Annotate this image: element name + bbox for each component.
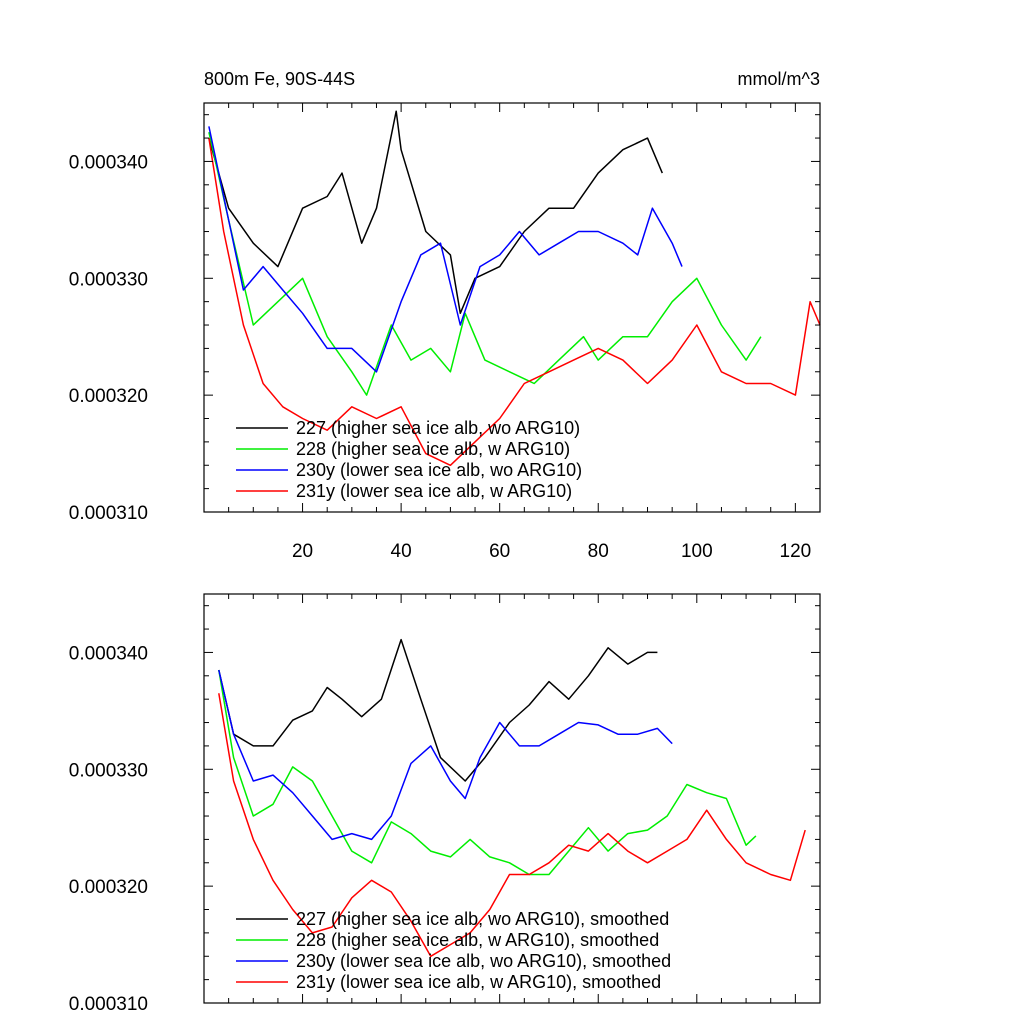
- legend-label-227-smoothed: 227 (higher sea ice alb, wo ARG10), smoo…: [296, 909, 669, 929]
- y-tick-label: 0.000340: [69, 152, 148, 173]
- series-line-1-3: [218, 693, 806, 958]
- plot-frame: [203, 593, 821, 1004]
- y-tick-label: 0.000330: [69, 760, 148, 781]
- x-tick-label: 60: [489, 541, 510, 562]
- chart-panel-top: 800m Fe, 90S-44S mmol/m^3 20 40 60 80 100 120…: [69, 69, 821, 562]
- y-tick-label: 0.000310: [69, 994, 148, 1015]
- x-tick-label: 80: [588, 541, 609, 562]
- series-line-0-1: [208, 132, 762, 396]
- series-line-1-0: [218, 638, 658, 782]
- y-tick-label: 0.000320: [69, 877, 148, 898]
- legend-label-227: 227 (higher sea ice alb, wo ARG10): [296, 418, 580, 438]
- bottom-panel-marks: 0.000310 0.000320 0.000330 0.000340: [69, 593, 821, 1015]
- legend-label-231y-smoothed: 231y (lower sea ice alb, w ARG10), smoot…: [296, 972, 661, 992]
- series-line-1-1: [218, 669, 757, 876]
- bottom-panel-legend: 227 (higher sea ice alb, wo ARG10), smoo…: [236, 909, 671, 992]
- top-panel-marks: 20 40 60 80 100 120 0.000310 0.000320 0.000330 0.…: [69, 102, 821, 562]
- y-tick-label: 0.000340: [69, 643, 148, 664]
- series-line-0-0: [208, 110, 663, 315]
- chart-panel-bottom: 0.000310 0.000320 0.000330 0.000340 227 (hi…: [69, 593, 821, 1015]
- legend-label-228: 228 (higher sea ice alb, w ARG10): [296, 439, 570, 459]
- units-label: mmol/m^3: [738, 69, 820, 89]
- plot-frame: [203, 102, 821, 513]
- legend-label-228-smoothed: 228 (higher sea ice alb, w ARG10), smoot…: [296, 930, 659, 950]
- x-tick-label: 40: [391, 541, 412, 562]
- series-line-1-2: [218, 669, 673, 841]
- top-panel-legend: 227 (higher sea ice alb, wo ARG10) 228 (…: [236, 418, 582, 501]
- series-line-0-2: [208, 126, 683, 373]
- legend-label-230y-smoothed: 230y (lower sea ice alb, wo ARG10), smoo…: [296, 951, 671, 971]
- legend-label-230y: 230y (lower sea ice alb, wo ARG10): [296, 460, 582, 480]
- chart-title: 800m Fe, 90S-44S: [204, 69, 355, 89]
- series-line-0-3: [208, 137, 821, 467]
- legend-label-231y: 231y (lower sea ice alb, w ARG10): [296, 481, 572, 501]
- y-tick-label: 0.000320: [69, 386, 148, 407]
- x-tick-label: 120: [780, 541, 812, 562]
- y-tick-label: 0.000330: [69, 269, 148, 290]
- x-tick-label: 100: [681, 541, 713, 562]
- x-tick-label: 20: [292, 541, 313, 562]
- y-tick-label: 0.000310: [69, 503, 148, 524]
